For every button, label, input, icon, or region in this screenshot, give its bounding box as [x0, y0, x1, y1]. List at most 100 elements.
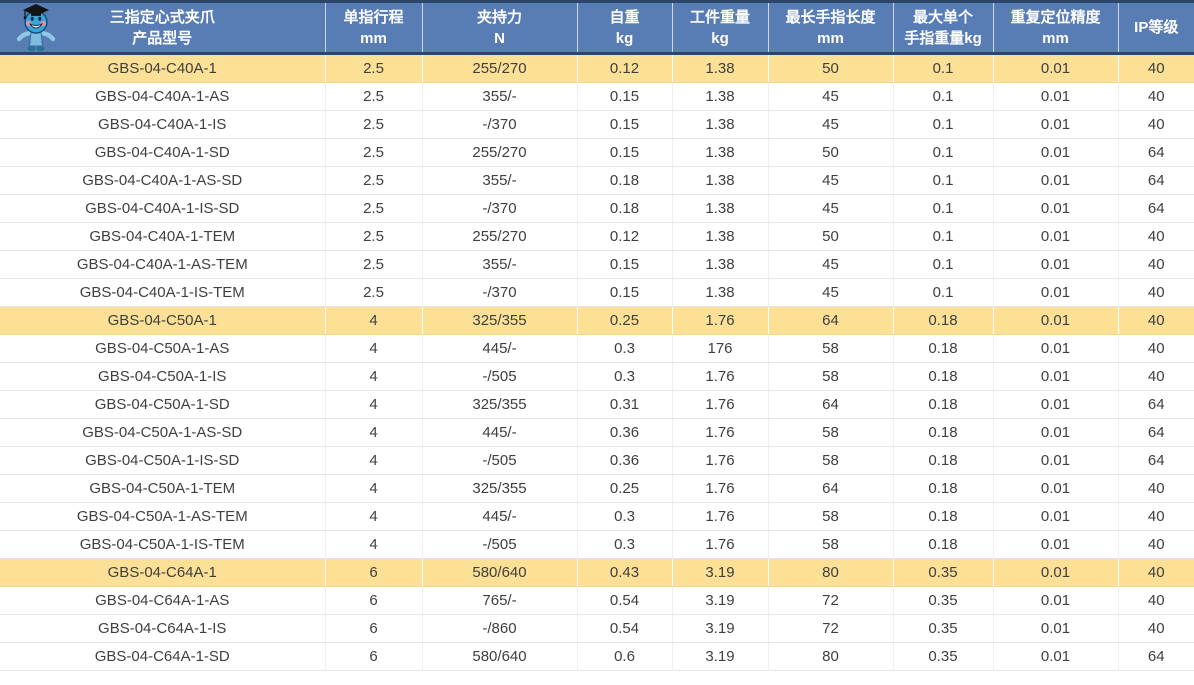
header-self-weight: 自重 kg: [576, 0, 672, 55]
header-single-finger-stroke: 单指行程 mm: [324, 0, 422, 55]
spec-value-cell: 0.01: [993, 474, 1119, 503]
table-row: GBS-04-C40A-1-AS 2.5 355/- 0.15 1.38 45 0.1 0.0…: [0, 82, 1194, 111]
spec-value-cell: 0.18: [893, 334, 994, 363]
spec-value-cell: 0.25: [577, 306, 673, 335]
spec-value-cell: 255/270: [422, 138, 578, 167]
header-title: IP等级: [1134, 19, 1179, 36]
spec-value-cell: 0.01: [993, 110, 1119, 139]
spec-value-cell: 0.35: [893, 558, 994, 587]
spec-value-cell: 58: [768, 530, 894, 559]
spec-value-cell: 40: [1118, 530, 1194, 559]
spec-value-cell: 64: [768, 390, 894, 419]
spec-value-cell: 58: [768, 362, 894, 391]
spec-value-cell: 3.19: [672, 558, 769, 587]
spec-value-cell: 2.5: [325, 194, 423, 223]
spec-value-cell: 3.19: [672, 586, 769, 615]
header-workpiece-weight: 工件重量 kg: [671, 0, 768, 55]
spec-value-cell: 45: [768, 110, 894, 139]
spec-value-cell: 0.01: [993, 334, 1119, 363]
spec-value-cell: 40: [1118, 278, 1194, 307]
table-row: GBS-04-C40A-1-IS-TEM 2.5 -/370 0.15 1.38 45 0.…: [0, 278, 1194, 307]
spec-value-cell: 355/-: [422, 82, 578, 111]
header-subtitle: 手指重量kg: [904, 29, 982, 47]
header-title: 单指行程: [343, 8, 404, 26]
spec-value-cell: 58: [768, 334, 894, 363]
spec-value-cell: 0.18: [893, 502, 994, 531]
spec-value-cell: 40: [1118, 334, 1194, 363]
spec-value-cell: 0.01: [993, 194, 1119, 223]
spec-value-cell: 45: [768, 194, 894, 223]
table-row: GBS-04-C40A-1-AS-SD 2.5 355/- 0.18 1.38 45 0.1…: [0, 166, 1194, 195]
spec-value-cell: 325/355: [422, 390, 578, 419]
spec-value-cell: 0.18: [893, 306, 994, 335]
header-subtitle: N: [494, 29, 505, 47]
spec-value-cell: 2.5: [325, 278, 423, 307]
spec-value-cell: 40: [1118, 222, 1194, 251]
spec-value-cell: 0.1: [893, 194, 994, 223]
spec-value-cell: 1.38: [672, 250, 769, 279]
spec-value-cell: 2.5: [325, 138, 423, 167]
spec-value-cell: 1.38: [672, 53, 769, 83]
gripper-spec-table: 三指定心式夹爪 产品型号 单指行程 mm 夹持力 N 自重 kg 工件重量: [0, 0, 1194, 671]
header-row: 三指定心式夹爪 产品型号 单指行程 mm 夹持力 N 自重 kg 工件重量: [0, 0, 1194, 55]
header-subtitle: kg: [711, 29, 729, 47]
spec-value-cell: 0.3: [577, 334, 673, 363]
spec-value-cell: 2.5: [325, 222, 423, 251]
spec-value-cell: -/860: [422, 614, 578, 643]
header-title: 重复定位精度: [1010, 8, 1101, 26]
spec-value-cell: 40: [1118, 82, 1194, 111]
spec-value-cell: 64: [1118, 418, 1194, 447]
spec-value-cell: 0.54: [577, 586, 673, 615]
table-header: 三指定心式夹爪 产品型号 单指行程 mm 夹持力 N 自重 kg 工件重量: [0, 0, 1194, 55]
spec-value-cell: 0.15: [577, 82, 673, 111]
product-model-cell: GBS-04-C64A-1-AS: [0, 586, 326, 615]
header-subtitle: mm: [817, 29, 844, 47]
spec-value-cell: 64: [1118, 166, 1194, 195]
spec-value-cell: 4: [325, 502, 423, 531]
spec-value-cell: 0.35: [893, 642, 994, 671]
spec-value-cell: 0.18: [577, 194, 673, 223]
header-title: 最长手指长度: [785, 8, 876, 26]
spec-value-cell: 0.43: [577, 558, 673, 587]
table-row: GBS-04-C64A-1-IS 6 -/860 0.54 3.19 72 0.35 0.01…: [0, 614, 1194, 643]
spec-value-cell: 0.1: [893, 82, 994, 111]
spec-value-cell: 1.38: [672, 166, 769, 195]
header-subtitle: mm: [1042, 29, 1069, 47]
spec-value-cell: 0.1: [893, 278, 994, 307]
product-model-cell: GBS-04-C50A-1-IS: [0, 362, 326, 391]
product-model-cell: GBS-04-C40A-1-AS-TEM: [0, 250, 326, 279]
product-model-cell: GBS-04-C64A-1: [0, 558, 326, 587]
spec-value-cell: 40: [1118, 502, 1194, 531]
spec-value-cell: 0.01: [993, 82, 1119, 111]
header-repeat-accuracy: 重复定位精度 mm: [992, 0, 1118, 55]
spec-value-cell: 40: [1118, 53, 1194, 83]
spec-value-cell: 50: [768, 53, 894, 83]
spec-value-cell: 0.1: [893, 222, 994, 251]
spec-value-cell: 0.01: [993, 250, 1119, 279]
spec-value-cell: -/370: [422, 110, 578, 139]
spec-value-cell: 0.25: [577, 474, 673, 503]
spec-value-cell: 58: [768, 418, 894, 447]
table-row: GBS-04-C50A-1-IS 4 -/505 0.3 1.76 58 0.18 0.01 4…: [0, 362, 1194, 391]
spec-value-cell: 325/355: [422, 474, 578, 503]
spec-value-cell: 0.36: [577, 418, 673, 447]
header-title: 工件重量: [689, 8, 750, 26]
spec-value-cell: 0.3: [577, 362, 673, 391]
spec-value-cell: 72: [768, 614, 894, 643]
spec-value-cell: 1.76: [672, 306, 769, 335]
spec-value-cell: 0.18: [893, 390, 994, 419]
table-row: GBS-04-C64A-1-AS 6 765/- 0.54 3.19 72 0.35 0.01…: [0, 586, 1194, 615]
table-row: GBS-04-C40A-1 2.5 255/270 0.12 1.38 50 0.1 0.01…: [0, 53, 1194, 83]
spec-value-cell: 4: [325, 390, 423, 419]
spec-value-cell: 580/640: [422, 642, 578, 671]
spec-value-cell: 4: [325, 334, 423, 363]
spec-value-cell: 255/270: [422, 222, 578, 251]
spec-value-cell: 0.18: [577, 166, 673, 195]
product-model-cell: GBS-04-C40A-1-IS-SD: [0, 194, 326, 223]
table-row: GBS-04-C50A-1-SD 4 325/355 0.31 1.76 64 0.18 0.…: [0, 390, 1194, 419]
spec-value-cell: 3.19: [672, 642, 769, 671]
spec-value-cell: 0.18: [893, 362, 994, 391]
spec-value-cell: 40: [1118, 614, 1194, 643]
spec-value-cell: 0.18: [893, 530, 994, 559]
spec-value-cell: 0.01: [993, 502, 1119, 531]
